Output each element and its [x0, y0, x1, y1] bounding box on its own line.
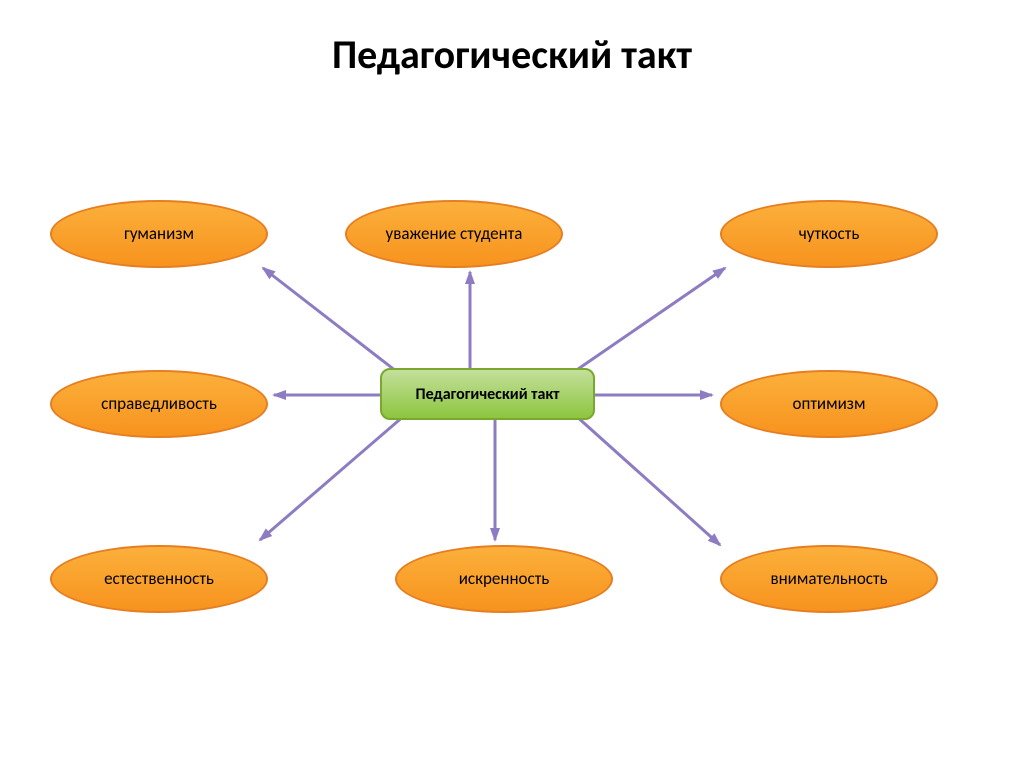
node-label: чуткость [799, 225, 860, 244]
node-natural: естественность [50, 545, 268, 613]
node-label: естественность [104, 570, 214, 589]
node-label: справедливость [101, 395, 217, 414]
node-label: оптимизм [793, 395, 866, 414]
node-label: уважение студента [386, 225, 523, 244]
diagram-stage: Педагогический такт Педагогический такт … [0, 0, 1024, 767]
node-label: гуманизм [124, 225, 194, 244]
node-sensitivity: чуткость [720, 200, 938, 268]
node-humanism: гуманизм [50, 200, 268, 268]
center-node: Педагогический такт [380, 368, 595, 420]
node-label: внимательность [770, 570, 887, 589]
page-title: Педагогический такт [0, 30, 1024, 79]
node-justice: справедливость [50, 370, 268, 438]
node-optimism: оптимизм [720, 370, 938, 438]
center-label: Педагогический такт [415, 385, 559, 404]
node-respect: уважение студента [345, 200, 563, 268]
node-attention: внимательность [720, 545, 938, 613]
node-sincerity: искренность [395, 545, 613, 613]
node-label: искренность [459, 570, 550, 589]
